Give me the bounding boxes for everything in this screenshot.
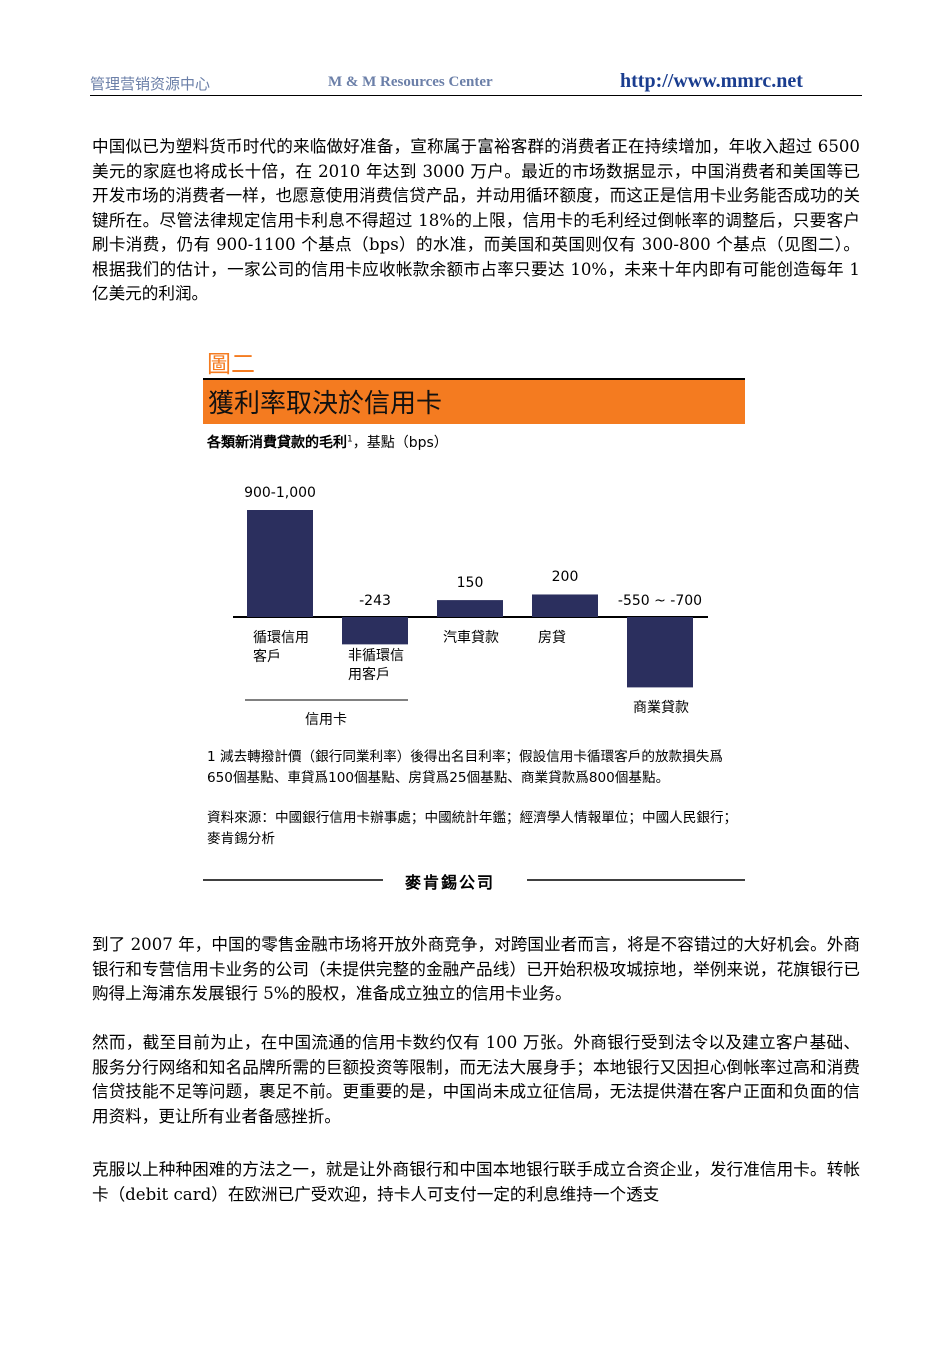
category-label: 汽車貸款 [443,630,499,646]
paragraph: 中国似已为塑料货币时代的来临做好准备，宣称属于富裕客群的消费者正在持续增加，年收… [92,137,860,303]
paragraph: 到了 2007 年，中国的零售金融市场将开放外商竞争，对跨国业者而言，将是不容错… [92,935,860,1003]
bar [247,510,313,617]
paragraph: 克服以上种种困难的方法之一，就是让外商银行和中国本地银行联手成立合资企业，发行准… [92,1160,860,1204]
footnote: 1 減去轉撥計價（銀行同業利率）後得出名目利率；假設信用卡循環客戶的放款損失爲6… [207,749,723,786]
chart-title: 獲利率取決於信用卡 [208,389,443,419]
footnote-marker: 1 [347,434,353,445]
group-label: 信用卡 [305,712,347,728]
category-label: 商業貸款 [633,700,689,717]
category-label: 房貸 [538,630,566,646]
bar [437,600,503,617]
bar [532,594,598,617]
bar [342,617,408,645]
bar [627,617,693,688]
unit: ，基點（bps） [352,435,448,451]
value-label: 200 [551,569,579,586]
header-link[interactable]: http://www.mmrc.net [620,70,803,92]
value-label: -550 ~ -700 [617,593,703,609]
value-label: -243 [359,593,391,609]
figure-label: 圖二 [207,350,255,378]
header-center: M & M Resources Center [328,74,493,90]
value-label: 900-1,000 [244,485,316,501]
chart-subtitle: 各類新消費貸款的毛利1，基點（bps） [207,432,448,452]
source-note: 資料來源：中國銀行信用卡辦事處；中國統計年鑑；經濟學人情報單位；中國人民銀行；麥… [207,810,738,847]
title-band [203,378,745,424]
source-brand: 麥肯錫公司 [404,873,495,892]
category-label: 循環信用客戶 [253,630,309,665]
paragraph: 然而，截至目前为止，在中国流通的信用卡数约仅有 100 万张。外商银行受到法令以… [92,1033,860,1126]
category-label: 非循環信用客戶 [348,648,404,683]
subtitle: 各類新消費貸款的毛利 [207,435,347,451]
header-left: 管理营销资源中心 [90,75,211,93]
header-rule [90,95,862,96]
value-label: 150 [456,575,484,592]
